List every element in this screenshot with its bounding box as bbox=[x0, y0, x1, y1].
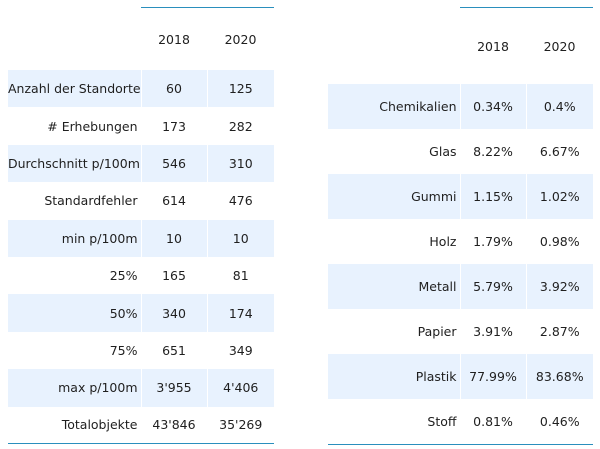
material-share-table: 2018 2020 Chemikalien 0.34% 0.4% Glas 8.22% 6… bbox=[328, 7, 593, 445]
table-header-row: 2018 2020 bbox=[8, 7, 274, 71]
cell-2018: 77.99% bbox=[459, 354, 526, 399]
cell-2018: 546 bbox=[140, 144, 207, 183]
header-2020: 2020 bbox=[207, 7, 274, 70]
table-row: Papier 3.91% 2.87% bbox=[328, 309, 593, 354]
table-row: Stoff 0.81% 0.46% bbox=[328, 399, 593, 445]
cell-2018: 3'955 bbox=[140, 369, 207, 407]
cell-2020: 1.02% bbox=[525, 174, 593, 219]
cell-2020: 0.46% bbox=[525, 399, 593, 445]
cell-2018: 43'846 bbox=[140, 406, 207, 445]
table-row: Standardfehler 614 476 bbox=[8, 182, 274, 220]
header-2018: 2018 bbox=[141, 7, 207, 70]
header-corner bbox=[328, 8, 460, 85]
row-label: Stoff bbox=[328, 399, 460, 445]
cell-2020: 0.98% bbox=[525, 219, 593, 264]
cell-2020: 174 bbox=[206, 294, 274, 332]
row-label: Plastik bbox=[328, 354, 460, 399]
cell-2020: 81 bbox=[206, 256, 274, 295]
header-corner bbox=[8, 8, 141, 71]
cell-2020: 2.87% bbox=[525, 309, 593, 354]
row-label: Totalobjekte bbox=[8, 406, 141, 445]
table-row: Metall 5.79% 3.92% bbox=[328, 264, 593, 309]
table-row: Glas 8.22% 6.67% bbox=[328, 129, 593, 174]
cell-2018: 8.22% bbox=[459, 129, 526, 174]
cell-2018: 614 bbox=[140, 182, 207, 220]
row-label: Metall bbox=[328, 264, 460, 309]
cell-2020: 10 bbox=[206, 219, 274, 257]
cell-2018: 60 bbox=[140, 70, 207, 108]
cell-2020: 35'269 bbox=[206, 406, 274, 445]
cell-2020: 476 bbox=[206, 182, 274, 220]
row-label: 50% bbox=[8, 294, 141, 332]
cell-2020: 310 bbox=[206, 144, 274, 183]
row-label: min p/100m bbox=[8, 219, 141, 257]
table-row: Gummi 1.15% 1.02% bbox=[328, 174, 593, 219]
table-row: Holz 1.79% 0.98% bbox=[328, 219, 593, 264]
cell-2020: 3.92% bbox=[525, 264, 593, 309]
row-label: Gummi bbox=[328, 174, 460, 219]
row-label: Glas bbox=[429, 144, 457, 159]
row-label: 25% bbox=[109, 268, 138, 284]
cell-2018: 5.79% bbox=[459, 264, 526, 309]
cell-2018: 3.91% bbox=[459, 309, 526, 354]
cell-2020: 6.67% bbox=[525, 129, 593, 174]
row-label: Papier bbox=[417, 324, 457, 339]
table-header-row: 2018 2020 bbox=[328, 7, 593, 85]
table-row: min p/100m 10 10 bbox=[8, 219, 274, 257]
header-2020: 2020 bbox=[526, 7, 593, 84]
row-label: Durchschnitt p/100m bbox=[8, 144, 141, 183]
cell-2018: 0.81% bbox=[459, 399, 526, 445]
table-row: Anzahl der Standorte 60 125 bbox=[8, 70, 274, 108]
table-row: max p/100m 3'955 4'406 bbox=[8, 369, 274, 407]
table-row: Durchschnitt p/100m 546 310 bbox=[8, 144, 274, 183]
table-row: 75% 651 349 bbox=[8, 331, 274, 370]
cell-2018: 165 bbox=[140, 256, 207, 295]
cell-2020: 349 bbox=[206, 331, 274, 370]
cell-2018: 340 bbox=[140, 294, 207, 332]
header-2018: 2018 bbox=[460, 7, 526, 84]
cell-2018: 651 bbox=[140, 331, 207, 370]
table-row: # Erhebungen 173 282 bbox=[8, 107, 274, 145]
cell-2018: 0.34% bbox=[459, 84, 526, 129]
row-label: Standardfehler bbox=[44, 193, 138, 209]
row-label: 75% bbox=[109, 342, 138, 358]
cell-2018: 10 bbox=[140, 219, 207, 257]
cell-2018: 1.15% bbox=[459, 174, 526, 219]
table-row: Chemikalien 0.34% 0.4% bbox=[328, 84, 593, 129]
table-row: Totalobjekte 43'846 35'269 bbox=[8, 406, 274, 445]
cell-2018: 1.79% bbox=[459, 219, 526, 264]
row-label: # Erhebungen bbox=[47, 118, 138, 134]
cell-2020: 0.4% bbox=[525, 84, 593, 129]
summary-stats-table: 2018 2020 Anzahl der Standorte 60 125 # Erh… bbox=[8, 7, 274, 445]
table-row: Plastik 77.99% 83.68% bbox=[328, 354, 593, 399]
table-row: 25% 165 81 bbox=[8, 256, 274, 295]
cell-2020: 125 bbox=[206, 70, 274, 108]
cell-2020: 282 bbox=[206, 107, 274, 145]
row-label: Anzahl der Standorte bbox=[8, 70, 141, 108]
cell-2020: 4'406 bbox=[206, 369, 274, 407]
row-label: Holz bbox=[429, 234, 457, 249]
row-label: Chemikalien bbox=[328, 84, 460, 129]
cell-2020: 83.68% bbox=[525, 354, 593, 399]
table-row: 50% 340 174 bbox=[8, 294, 274, 332]
row-label: max p/100m bbox=[8, 369, 141, 407]
cell-2018: 173 bbox=[140, 107, 207, 145]
